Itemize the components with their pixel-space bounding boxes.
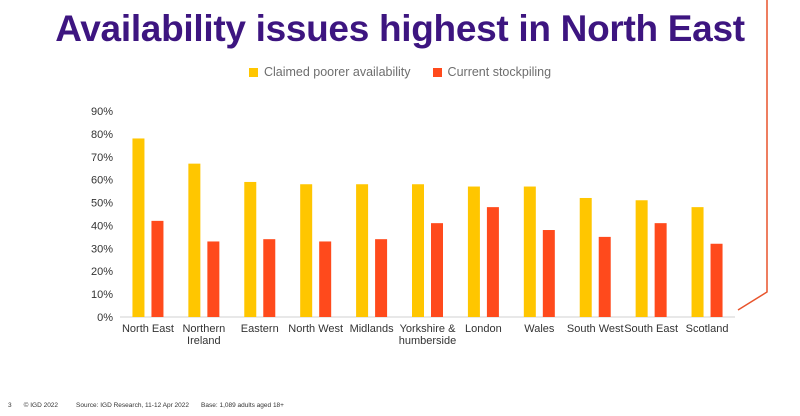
bar-series-2	[375, 239, 388, 317]
bar-series-1	[635, 200, 648, 317]
bar-series-1	[132, 138, 145, 317]
x-category-label: North East	[122, 323, 174, 335]
y-tick-label: 0%	[97, 312, 113, 324]
x-category-label: Midlands	[350, 323, 395, 335]
bar-series-1	[467, 186, 480, 317]
bar-series-2	[207, 241, 220, 317]
bar-series-1	[244, 181, 257, 317]
y-tick-label: 60%	[91, 175, 113, 187]
y-tick-label: 50%	[91, 198, 113, 210]
bar-series-2	[542, 230, 555, 317]
page-number: 3	[8, 402, 12, 409]
bar-series-2	[431, 223, 443, 317]
x-category-label: South West	[567, 323, 624, 335]
x-category-label: South East	[624, 323, 678, 335]
x-category-label: Wales	[524, 323, 555, 335]
copyright-text: © IGD 2022	[23, 402, 59, 409]
legend-label-series-2: Current stockpiling	[447, 65, 552, 79]
x-category-label: London	[465, 323, 502, 335]
bar-series-1	[412, 184, 424, 317]
bar-series-1	[579, 197, 592, 317]
y-tick-label: 90%	[91, 106, 113, 118]
x-category-label: Northern Ireland	[182, 323, 225, 347]
legend-label-series-1: Claimed poorer availability	[263, 65, 411, 79]
legend-swatch-series-2	[432, 67, 442, 77]
chart-legend: Claimed poorer availability Current stoc…	[0, 65, 800, 79]
y-tick-label: 20%	[91, 266, 113, 278]
y-tick-label: 10%	[91, 289, 113, 301]
bar-series-1	[356, 184, 369, 317]
y-tick-label: 80%	[91, 129, 113, 141]
bar-series-2	[263, 239, 276, 317]
slide-footer: 3 © IGD 2022 Source: IGD Research, 11-12…	[8, 402, 284, 409]
x-category-label: North West	[288, 323, 343, 335]
bar-series-1	[188, 163, 201, 317]
bar-series-2	[598, 236, 611, 317]
x-category-label: Scotland	[686, 323, 729, 335]
x-category-label: Eastern	[241, 323, 279, 335]
bar-series-2	[654, 223, 667, 317]
bar-series-2	[151, 220, 164, 317]
bar-series-1	[691, 207, 704, 317]
y-tick-label: 30%	[91, 243, 113, 255]
y-tick-label: 70%	[91, 152, 113, 164]
source-text: Source: IGD Research, 11-12 Apr 2022	[76, 402, 190, 409]
bar-chart: 0% 10% 20% 30% 40% 50% 60% 70% 80% 90% North East N…	[91, 106, 735, 347]
x-category-label: Yorkshire & humberside	[399, 323, 456, 347]
bar-series-1	[300, 184, 313, 317]
legend-swatch-series-1	[248, 67, 258, 77]
bar-series-2	[486, 207, 499, 317]
bar-series-1	[523, 186, 536, 317]
legend-item-series-1: Claimed poorer availability	[248, 65, 411, 79]
base-text: Base: 1,089 adults aged 18+	[201, 402, 284, 409]
bar-series-2	[710, 243, 723, 317]
y-tick-label: 40%	[91, 220, 113, 232]
bar-series-2	[319, 241, 332, 317]
legend-item-series-2: Current stockpiling	[432, 65, 552, 79]
page-title: Availability issues highest in North Eas…	[55, 8, 745, 49]
